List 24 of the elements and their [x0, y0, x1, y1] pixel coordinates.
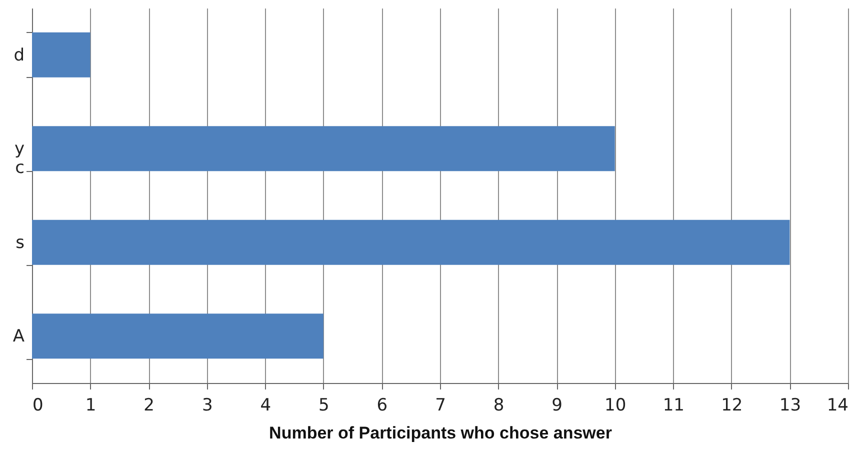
y-tick-label: y c: [14, 139, 24, 178]
x-tick-label: 5: [318, 396, 330, 416]
x-tick-label: 3: [202, 396, 213, 416]
x-tick-label: 10: [604, 396, 626, 416]
bar: [32, 314, 324, 359]
x-tick-label: 1: [85, 396, 96, 416]
x-axis-title: Number of Participants who chose answer: [269, 424, 612, 442]
x-tick-label: 12: [721, 396, 743, 416]
x-tick-label: 2: [144, 396, 154, 416]
x-tick-label: 8: [493, 396, 504, 416]
x-tick-label: 7: [435, 396, 446, 416]
y-tick-label: d: [14, 45, 24, 66]
x-tick-label: 0: [32, 396, 44, 416]
bar: [32, 220, 790, 265]
x-tick-label: 14: [826, 396, 848, 416]
bar: [32, 32, 90, 78]
x-tick-label: 6: [376, 396, 388, 416]
y-tick-label: A: [12, 326, 25, 347]
x-tick-label: 13: [779, 396, 802, 416]
x-tick-label: 11: [662, 396, 684, 416]
bar: [32, 126, 615, 172]
x-tick-label: 4: [260, 396, 272, 416]
x-tick-label: 9: [552, 396, 562, 416]
y-tick-label: s: [16, 232, 25, 253]
